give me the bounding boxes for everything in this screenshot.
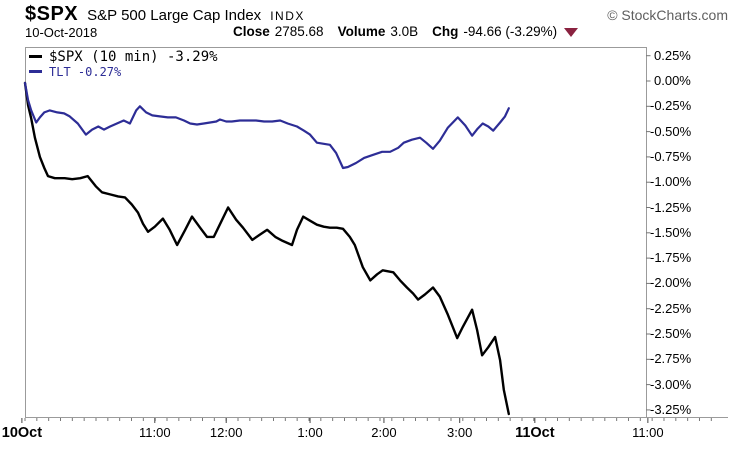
volume-label: Volume xyxy=(337,24,386,39)
copyright: © StockCharts.com xyxy=(607,7,728,23)
tlt-line-swatch-icon xyxy=(29,70,42,73)
chg-label: Chg xyxy=(432,24,459,39)
chg-value: -94.66 (-3.29%) xyxy=(463,24,558,39)
volume-value: 3.0B xyxy=(390,24,419,39)
down-triangle-icon xyxy=(564,28,579,37)
tlt-line xyxy=(23,81,510,170)
symbol: $SPX xyxy=(25,3,79,25)
legend-item-tlt: TLT -0.27% xyxy=(29,64,218,79)
spx-line xyxy=(23,81,510,416)
spx-line-swatch-icon xyxy=(29,55,42,58)
legend: $SPX (10 min) -3.29% TLT -0.27% xyxy=(29,49,218,79)
exchange: INDX xyxy=(270,9,305,23)
legend-tlt-label: TLT -0.27% xyxy=(49,64,122,79)
close-label: Close xyxy=(233,24,270,39)
legend-item-spx: $SPX (10 min) -3.29% xyxy=(29,48,218,65)
header: $SPX S&P 500 Large Cap Index INDX © Stoc… xyxy=(25,3,728,26)
chart-date: 10-Oct-2018 xyxy=(25,25,98,40)
legend-spx-label: $SPX (10 min) -3.29% xyxy=(49,48,218,65)
quote-summary: Close 2785.68 Volume 3.0B Chg -94.66 (-3.29%) xyxy=(233,24,579,39)
close-value: 2785.68 xyxy=(274,24,324,39)
index-name: S&P 500 Large Cap Index xyxy=(87,7,262,24)
